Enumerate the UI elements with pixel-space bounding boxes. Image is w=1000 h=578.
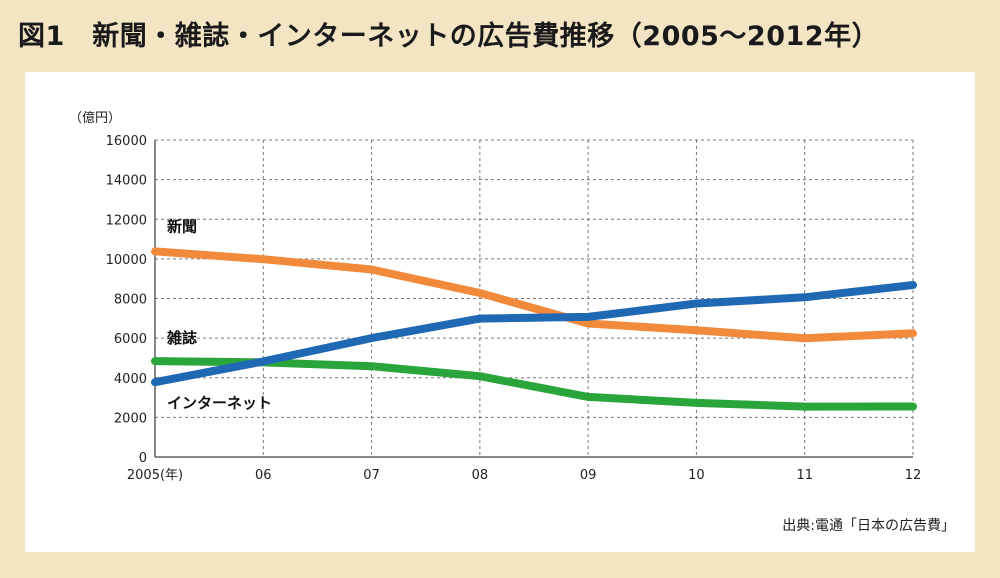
y-tick-label: 10000 bbox=[106, 253, 147, 268]
y-tick-label: 14000 bbox=[106, 174, 147, 189]
y-tick-label: 0 bbox=[139, 451, 147, 466]
series-label: 雑誌 bbox=[166, 329, 197, 347]
x-tick-label: 09 bbox=[580, 468, 597, 483]
series-label: 新聞 bbox=[167, 217, 197, 235]
chart-panel: 0 2000 4000 6000 8000 10000 12000 14000 16000 20… bbox=[25, 72, 975, 552]
x-tick-label: 12 bbox=[905, 468, 922, 483]
series-lines bbox=[151, 247, 917, 411]
y-tick-label: 6000 bbox=[114, 332, 147, 347]
series-line bbox=[151, 247, 917, 343]
x-tick-label: 11 bbox=[796, 468, 813, 483]
y-tick-labels: 0 2000 4000 6000 8000 10000 12000 14000 16000 bbox=[106, 134, 147, 466]
y-tick-label: 4000 bbox=[114, 372, 147, 387]
x-tick-label: 08 bbox=[472, 468, 489, 483]
line-chart: 0 2000 4000 6000 8000 10000 12000 14000 16000 20… bbox=[69, 110, 955, 534]
series-line bbox=[151, 281, 917, 387]
y-axis-label: （億円） bbox=[69, 110, 121, 126]
series-line bbox=[151, 357, 917, 411]
x-tick-label: 06 bbox=[255, 468, 272, 483]
x-tick-label: 10 bbox=[688, 468, 705, 483]
y-tick-label: 12000 bbox=[106, 213, 147, 228]
chart-title: 図1 新聞・雑誌・インターネットの広告費推移（2005〜2012年） bbox=[18, 21, 880, 52]
series-label: インターネット bbox=[167, 394, 272, 412]
y-tick-label: 2000 bbox=[114, 411, 147, 426]
source-note: 出典:電通「日本の広告費」 bbox=[782, 518, 955, 534]
x-tick-label: 07 bbox=[363, 468, 380, 483]
y-tick-label: 16000 bbox=[106, 134, 147, 149]
x-tick-labels: 2005(年) 06 07 08 09 10 11 12 bbox=[127, 468, 921, 483]
y-tick-label: 8000 bbox=[114, 293, 147, 308]
x-tick-label: 2005(年) bbox=[127, 468, 183, 483]
